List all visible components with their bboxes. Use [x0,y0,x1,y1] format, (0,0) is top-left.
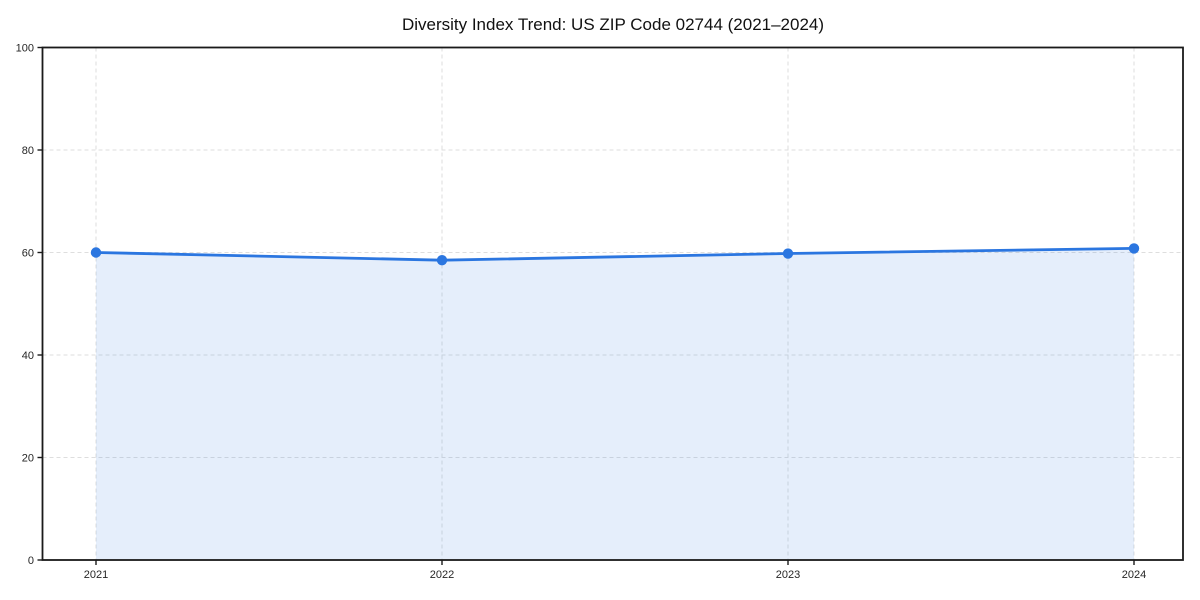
y-axis-tick-label: 80 [22,145,34,157]
data-point [782,248,794,259]
x-axis-tick-label: 2024 [1122,569,1146,581]
y-axis-tick-label: 0 [28,555,34,567]
data-point [436,254,448,266]
trend-line [94,247,1136,262]
x-axis-tick-label: 2022 [430,569,454,581]
y-axis-tick-label: 40 [22,350,34,362]
y-axis-tick-label: 100 [16,43,34,55]
x-axis-tick-label: 2023 [776,569,800,581]
x-axis-tick-label: 2021 [84,569,108,581]
area-fill [96,248,1134,560]
y-axis-tick-label: 60 [22,248,34,260]
data-point [90,247,102,258]
data-point [1128,243,1140,254]
plot-frame [41,46,1184,561]
y-axis-tick-label: 20 [22,453,34,465]
chart-title: Diversity Index Trend: US ZIP Code 02744… [402,15,824,34]
